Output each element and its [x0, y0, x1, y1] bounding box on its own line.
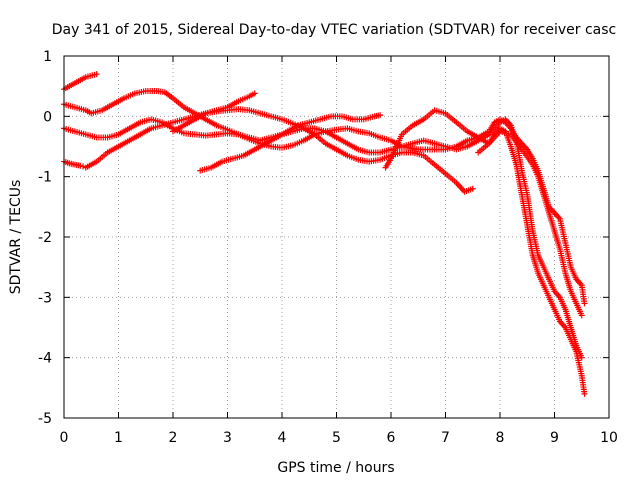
y-tick-label: -3	[38, 290, 52, 306]
data-markers	[61, 71, 588, 397]
y-tick-label: -2	[38, 230, 52, 246]
series-arc-7	[170, 90, 258, 135]
grid-lines	[64, 56, 609, 418]
series-arc-1	[61, 71, 100, 93]
data-point	[581, 390, 588, 397]
x-tick-label: 0	[60, 430, 69, 446]
x-tick-label: 3	[223, 430, 232, 446]
y-tick-label: -5	[38, 411, 52, 427]
x-tick-label: 7	[441, 430, 450, 446]
data-point	[251, 90, 258, 97]
y-tick-label: -4	[38, 351, 52, 367]
y-tick-label: 1	[43, 49, 52, 65]
x-tick-label: 2	[169, 430, 178, 446]
data-point	[578, 354, 585, 361]
x-tick-label: 10	[600, 430, 618, 446]
axis-ticks	[63, 55, 610, 419]
x-tick-labels: 0 1 2 3 4 5 6 7 8 9 10	[60, 430, 618, 446]
x-tick-label: 4	[278, 430, 287, 446]
series-arc-9	[475, 128, 585, 319]
y-tick-label: 0	[43, 109, 52, 125]
x-tick-label: 6	[387, 430, 396, 446]
data-point	[77, 162, 84, 169]
x-tick-label: 9	[550, 430, 559, 446]
chart-title: Day 341 of 2015, Sidereal Day-to-day VTE…	[52, 22, 616, 38]
y-tick-label: -1	[38, 170, 52, 186]
y-axis-label: SDTVAR / TECUs	[8, 180, 24, 295]
data-point	[578, 312, 585, 319]
series-arc-3	[61, 116, 585, 361]
data-point	[93, 71, 100, 78]
series-arc-6	[197, 112, 384, 174]
data-point	[377, 112, 384, 119]
x-tick-label: 8	[496, 430, 505, 446]
y-tick-labels: 1 0 -1 -2 -3 -4 -5	[38, 49, 52, 427]
x-axis-label: GPS time / hours	[277, 460, 394, 476]
x-tick-label: 1	[114, 430, 123, 446]
series-arc-5	[61, 158, 87, 170]
x-tick-label: 5	[332, 430, 341, 446]
plot-frame	[63, 55, 610, 419]
data-point	[469, 185, 476, 192]
data-point	[581, 300, 588, 307]
data-point	[80, 163, 87, 170]
